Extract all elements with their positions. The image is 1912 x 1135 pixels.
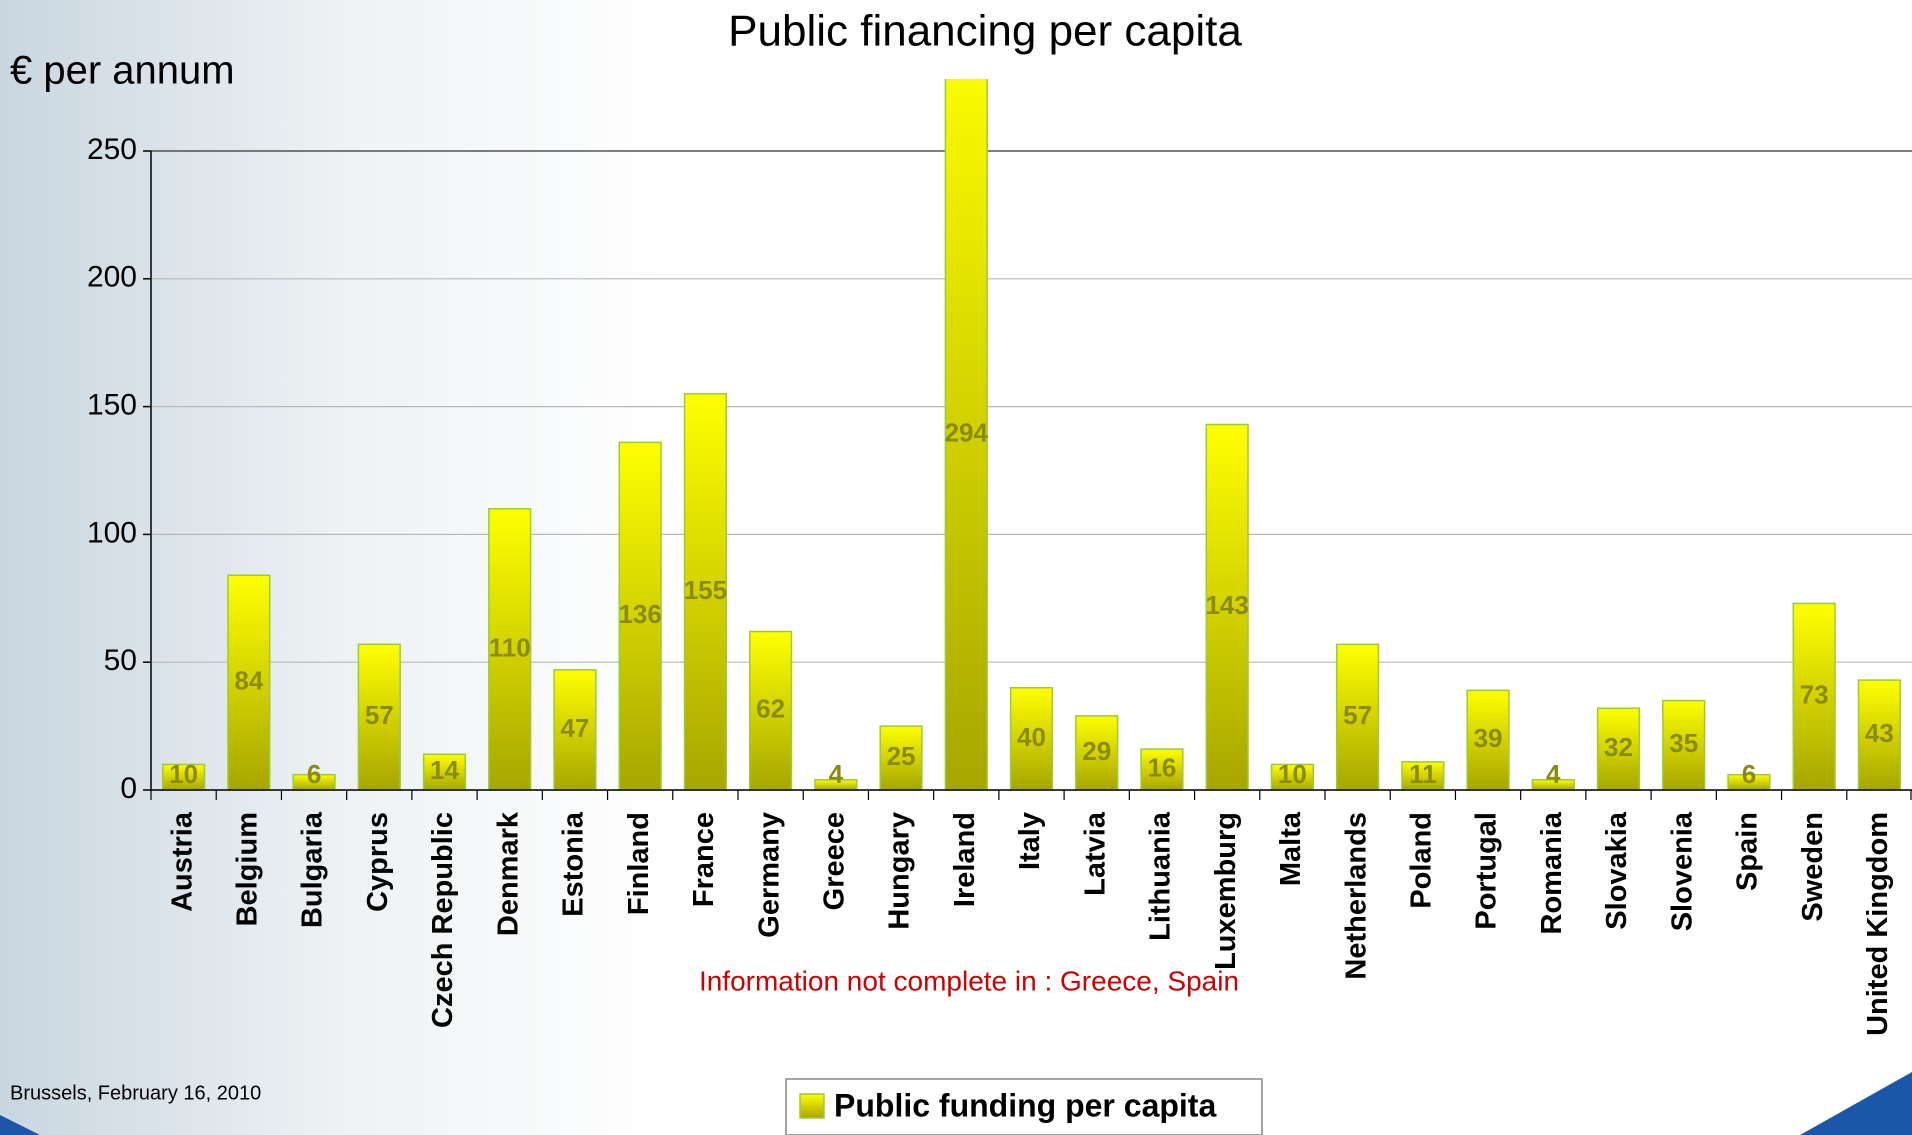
x-tick-label: Malta [1275, 811, 1307, 886]
value-label: 16 [1147, 752, 1176, 782]
y-tick-label: 200 [87, 261, 137, 294]
value-label: 25 [887, 741, 916, 771]
value-label: 47 [560, 713, 589, 743]
x-tick-label: Luxemburg [1210, 812, 1242, 970]
y-tick-label: 100 [87, 516, 137, 549]
y-tick-label: 250 [87, 133, 137, 166]
x-tick-label: Germany [753, 812, 785, 938]
bar [1270, 763, 1315, 791]
x-tick-label: Hungary [884, 812, 916, 930]
chart-title: Public financing per capita [728, 7, 1242, 56]
value-label: 4 [1546, 759, 1561, 789]
bar [1205, 423, 1249, 791]
value-label: 14 [430, 755, 459, 785]
bar [161, 763, 206, 791]
bar [748, 630, 793, 791]
bar [1857, 679, 1902, 791]
value-label: 155 [684, 575, 727, 605]
x-tick-label: Poland [1405, 812, 1437, 909]
value-label: 40 [1017, 722, 1046, 752]
value-label: 6 [307, 759, 321, 789]
value-label: 143 [1205, 590, 1248, 620]
value-label: 62 [756, 694, 785, 724]
value-label: 84 [234, 666, 263, 696]
bar [1335, 643, 1380, 791]
x-tick-label: Italy [1014, 812, 1046, 870]
corner-decoration [0, 1115, 40, 1135]
value-label: 32 [1604, 732, 1633, 762]
x-tick-label: Finland [623, 812, 655, 915]
bar [1401, 761, 1445, 791]
bar [1009, 687, 1054, 791]
x-tick-label: Spain [1732, 812, 1764, 891]
value-label: 57 [1343, 700, 1372, 730]
x-tick-label: Portugal [1471, 812, 1503, 930]
bar [422, 753, 467, 791]
value-label: 29 [1082, 736, 1111, 766]
x-tick-label: Czech Republic [427, 812, 459, 1028]
value-label: 57 [365, 700, 394, 730]
y-axis-label: € per annum [10, 49, 235, 93]
bar [618, 441, 662, 791]
x-tick-label: Slovakia [1601, 811, 1633, 930]
x-tick-label: Netherlands [1340, 812, 1372, 980]
bar [1792, 602, 1836, 791]
value-label: 11 [1409, 759, 1437, 789]
value-label: 43 [1865, 718, 1894, 748]
note: Information not complete in : Greece, Sp… [699, 965, 1239, 996]
legend-label: Public funding per capita [834, 1087, 1216, 1123]
y-tick-label: 50 [104, 644, 137, 677]
y-tick-label: 150 [87, 389, 137, 422]
x-tick-label: United Kingdom [1862, 812, 1894, 1036]
bar [944, 79, 988, 791]
x-tick-label: Denmark [492, 811, 524, 936]
value-label: 35 [1669, 728, 1698, 758]
value-label: 4 [829, 759, 844, 789]
x-tick-label: Cyprus [362, 812, 394, 912]
x-tick-label: Latvia [1079, 811, 1111, 896]
bars [161, 79, 1902, 791]
bar [683, 393, 728, 791]
bar [357, 643, 401, 791]
value-label: 110 [489, 632, 531, 662]
x-tick-label: Lithuania [1145, 811, 1177, 941]
bar [488, 508, 532, 791]
bar [1140, 748, 1184, 791]
x-tick-label: Estonia [558, 811, 590, 917]
corner-decoration [1800, 1072, 1912, 1135]
bar [1662, 699, 1706, 791]
value-label: 39 [1474, 723, 1503, 753]
x-tick-label: Sweden [1797, 812, 1829, 922]
x-tick-label: Romania [1536, 811, 1568, 934]
x-tick-label: Ireland [949, 812, 981, 907]
x-tick-label: France [688, 812, 720, 907]
value-label: 136 [618, 599, 661, 629]
x-tick-label: Austria [166, 811, 198, 912]
bar [1596, 707, 1641, 791]
bar [879, 725, 923, 791]
legend [785, 1078, 1263, 1135]
footer: Brussels, February 16, 2010 [10, 1082, 261, 1104]
value-label: 6 [1742, 759, 1756, 789]
y-tick-label: 0 [120, 772, 137, 805]
x-tick-label: Greece [818, 812, 850, 910]
x-tick-label: Bulgaria [297, 811, 329, 928]
x-tick-label: Slovenia [1666, 811, 1698, 931]
value-label: 73 [1800, 680, 1829, 710]
x-tick-label: Belgium [231, 812, 263, 926]
legend-marker [799, 1093, 825, 1119]
value-label: 10 [169, 759, 198, 789]
value-label: 294 [945, 417, 989, 447]
value-label: 10 [1278, 759, 1307, 789]
bar [1075, 715, 1119, 791]
